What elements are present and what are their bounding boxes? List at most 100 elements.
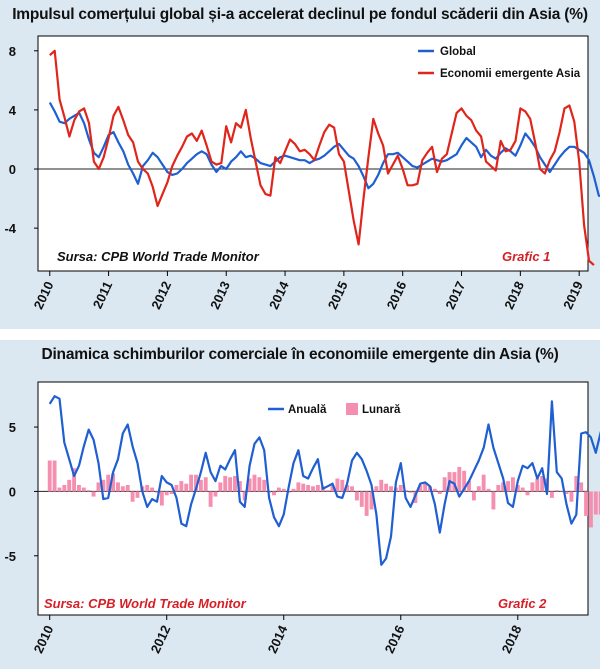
bar-monthly (559, 491, 564, 492)
x-tick-label: 2013 (207, 279, 233, 312)
y-tick-label: -4 (4, 221, 16, 236)
plot-area (37, 381, 589, 616)
bar-monthly (354, 491, 359, 501)
bar-monthly (345, 484, 350, 492)
x-tick-label: 2016 (384, 279, 410, 312)
x-tick-label: 2011 (90, 279, 116, 311)
x-tick-label: 2017 (442, 279, 468, 312)
x-tick-label: 2012 (148, 279, 174, 312)
bar-monthly (179, 481, 184, 492)
bar-monthly (130, 491, 135, 502)
bar-monthly (159, 491, 164, 506)
bar-monthly (535, 478, 540, 492)
bar-monthly (306, 484, 311, 492)
legend: Anuală Lunară (268, 403, 401, 416)
legend-label-lunara: Lunară (362, 404, 401, 416)
bar-monthly (506, 481, 510, 492)
bar-monthly (301, 483, 306, 492)
bar-monthly (408, 491, 413, 493)
bar-monthly (467, 481, 471, 492)
bar-monthly (189, 474, 194, 492)
y-tick-label: 0 (9, 484, 16, 499)
legend-label-anuala: Anuală (288, 404, 327, 416)
bar-monthly (296, 482, 301, 492)
series-line-anuala (48, 395, 600, 566)
bar-monthly (150, 487, 155, 492)
bar-monthly (462, 470, 467, 492)
bar-monthly (325, 490, 330, 492)
bar-monthly (120, 486, 125, 492)
bar-monthly (437, 491, 442, 494)
x-tick-label: 2015 (325, 279, 351, 312)
bar-monthly (194, 474, 198, 492)
bar-monthly (257, 477, 262, 492)
series-line-asia (49, 49, 595, 266)
bar-monthly (525, 491, 530, 496)
bar-monthly (579, 482, 584, 492)
y-tick-label: -5 (4, 549, 16, 564)
bar-monthly (549, 491, 554, 498)
bar-monthly (340, 479, 345, 492)
x-tick-label: 2012 (148, 623, 174, 656)
y-tick-label: 0 (9, 162, 16, 177)
legend-swatch-lunara (346, 403, 358, 415)
bar-monthly (315, 484, 320, 492)
bar-monthly (330, 484, 335, 492)
bar-monthly (72, 468, 77, 492)
bar-monthly (457, 466, 462, 492)
bar-monthly (311, 486, 315, 492)
bar-monthly (510, 477, 515, 492)
chart-1-title: Impulsul comerțului global și-a accelera… (12, 6, 588, 23)
x-tick-label: 2019 (560, 279, 586, 312)
bar-monthly (501, 482, 506, 492)
bar-monthly (350, 486, 354, 492)
bar-monthly (418, 484, 423, 492)
bar-monthly (223, 475, 228, 492)
chart-panel-2: Dinamica schimburilor comerciale în econ… (0, 340, 600, 669)
bar-monthly (496, 484, 501, 492)
bar-monthly (569, 491, 574, 502)
bar-monthly (272, 491, 276, 496)
bar-monthly (106, 474, 111, 492)
bar-monthly (281, 488, 286, 492)
bar-monthly (174, 484, 179, 492)
bar-monthly (452, 472, 457, 492)
legend: Global Economii emergente Asia (418, 46, 581, 80)
bar-monthly (398, 484, 403, 492)
bar-monthly (247, 478, 252, 492)
bar-monthly (491, 491, 496, 510)
bar-monthly (203, 477, 208, 492)
plot-area (37, 35, 589, 272)
bar-monthly (530, 482, 535, 492)
bar-monthly (91, 491, 96, 497)
bar-monthly (384, 483, 389, 492)
bar-monthly (252, 474, 257, 492)
y-tick-label: 4 (9, 103, 17, 118)
bar-monthly (432, 488, 437, 492)
bar-monthly (379, 479, 384, 492)
x-tick-label: 2010 (31, 279, 57, 312)
bar-monthly (52, 460, 57, 492)
bar-monthly (374, 486, 379, 492)
bar-monthly (218, 482, 223, 492)
bar-monthly (540, 475, 545, 492)
bar-monthly (520, 487, 525, 492)
legend-label-asia: Economii emergente Asia (440, 68, 581, 80)
bar-monthly (262, 479, 267, 492)
bar-monthly (242, 491, 247, 501)
bar-monthly (486, 488, 491, 492)
bar-monthly (588, 491, 593, 528)
bar-monthly (598, 491, 600, 515)
bar-monthly (564, 491, 569, 494)
bar-monthly (77, 484, 81, 492)
bar-monthly (57, 487, 62, 492)
x-tick-label: 2014 (265, 622, 291, 655)
bar-monthly (101, 479, 106, 492)
bar-monthly (67, 479, 72, 492)
y-tick-label: 8 (9, 44, 16, 59)
x-tick-label: 2010 (31, 623, 57, 656)
chart-label: Grafic 2 (498, 596, 547, 611)
x-tick-label: 2016 (382, 623, 408, 656)
bar-monthly (86, 490, 91, 492)
bar-monthly (47, 460, 52, 492)
